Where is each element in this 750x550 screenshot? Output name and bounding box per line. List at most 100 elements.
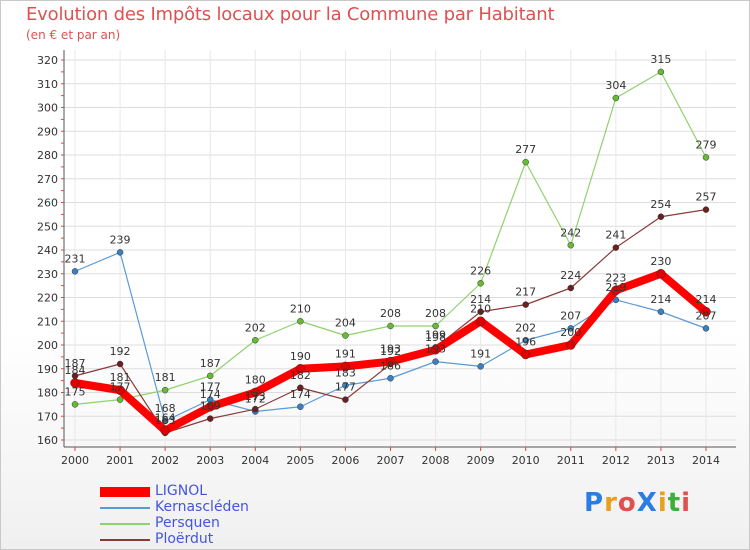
data-label-kernascleden: 193 [425, 343, 446, 356]
data-point-lignol [115, 385, 125, 395]
data-point-kernascleden [522, 337, 529, 344]
data-point-persquen [477, 280, 484, 287]
logo-letter: o [617, 488, 637, 518]
x-tick-label: 2011 [557, 454, 585, 467]
data-label-persquen: 204 [335, 317, 356, 330]
legend-swatch [100, 507, 150, 509]
data-label-lignol: 181 [110, 371, 131, 384]
data-label-lignol: 184 [65, 364, 86, 377]
data-point-lignol [656, 269, 666, 279]
x-tick-label: 2008 [422, 454, 450, 467]
data-label-persquen: 304 [605, 79, 626, 92]
data-label-ploerdut: 163 [155, 414, 176, 427]
data-point-ploerdut [252, 405, 259, 413]
data-label-lignol: 190 [290, 350, 311, 363]
data-label-ploerdut: 224 [560, 269, 581, 282]
data-point-lignol [475, 316, 486, 326]
data-label-persquen: 187 [200, 357, 221, 370]
data-label-kernascleden: 231 [65, 252, 86, 265]
legend-label: Persquen [155, 515, 220, 531]
data-point-persquen [567, 242, 575, 249]
data-label-persquen: 315 [650, 53, 671, 66]
chart-title: Evolution des Impôts locaux pour la Comm… [26, 4, 555, 25]
data-label-ploerdut: 192 [380, 345, 401, 358]
data-point-persquen [612, 94, 620, 102]
proxiti-logo: ProXiti [584, 488, 691, 518]
data-label-kernascleden: 186 [380, 359, 401, 372]
data-label-persquen: 210 [290, 302, 311, 315]
logo-letter: t [667, 488, 682, 518]
legend-swatch [100, 523, 150, 525]
y-tick-label: 320 [37, 54, 58, 67]
data-point-persquen [342, 332, 349, 339]
data-point-ploerdut [116, 360, 124, 368]
data-point-persquen [432, 322, 439, 330]
data-point-persquen [116, 396, 124, 403]
data-label-kernascleden: 219 [605, 281, 626, 294]
data-label-ploerdut: 169 [200, 400, 221, 413]
data-label-persquen: 242 [560, 226, 581, 239]
data-label-ploerdut: 182 [290, 369, 311, 382]
data-label-persquen: 181 [155, 371, 176, 384]
data-label-lignol: 191 [335, 347, 356, 360]
data-point-ploerdut [657, 213, 665, 220]
x-tick-label: 2003 [196, 454, 224, 467]
data-point-lignol [701, 307, 711, 317]
chart-subtitle: (en € et par an) [26, 28, 121, 42]
data-point-ploerdut [477, 308, 484, 315]
y-tick-label: 230 [37, 268, 58, 281]
data-label-ploerdut: 199 [425, 328, 446, 341]
data-point-kernascleden [71, 268, 79, 275]
legend-label: Kernascléden [155, 499, 249, 515]
x-tick-label: 2007 [376, 454, 404, 467]
data-point-persquen [297, 318, 304, 325]
data-label-lignol: 193 [380, 343, 401, 356]
data-label-kernascleden: 172 [245, 393, 266, 406]
y-tick-label: 160 [37, 434, 58, 447]
data-point-ploerdut [612, 244, 620, 251]
data-label-lignol: 174 [200, 388, 221, 401]
x-tick-label: 2005 [286, 454, 314, 467]
legend-label: LIGNOL [155, 483, 208, 499]
logo-letter: i [657, 488, 668, 518]
y-tick-label: 270 [37, 173, 58, 186]
data-label-persquen: 208 [380, 307, 401, 320]
data-label-lignol: 198 [425, 331, 446, 344]
x-tick-label: 2004 [241, 454, 269, 467]
data-label-ploerdut: 192 [110, 345, 131, 358]
data-point-lignol [385, 356, 396, 367]
data-point-kernascleden [567, 325, 575, 332]
data-label-lignol: 210 [470, 302, 491, 315]
data-point-persquen [522, 158, 529, 166]
data-point-ploerdut [702, 206, 710, 213]
data-label-lignol: 230 [650, 255, 671, 268]
data-point-persquen [161, 386, 169, 394]
y-tick-label: 250 [37, 220, 58, 233]
data-point-ploerdut [206, 415, 214, 422]
data-label-ploerdut: 257 [695, 191, 716, 204]
data-label-ploerdut: 214 [470, 293, 491, 306]
data-label-persquen: 279 [695, 138, 716, 151]
y-tick-label: 200 [37, 339, 58, 352]
y-tick-label: 220 [37, 292, 58, 305]
data-label-kernascleden: 168 [155, 402, 176, 415]
data-point-kernascleden [297, 403, 304, 410]
data-point-kernascleden [116, 249, 124, 256]
data-label-ploerdut: 241 [605, 229, 626, 242]
data-label-lignol: 196 [515, 336, 536, 349]
data-point-lignol [566, 340, 576, 350]
logo-letter: P [584, 488, 605, 518]
x-tick-label: 2014 [692, 454, 720, 467]
data-label-lignol: 164 [155, 412, 176, 425]
y-tick-label: 300 [37, 102, 58, 115]
legend-label: Ploërdut [155, 531, 214, 547]
data-point-persquen [702, 154, 710, 161]
data-point-persquen [71, 401, 79, 408]
data-label-kernascleden: 207 [560, 309, 581, 322]
data-point-lignol [611, 285, 621, 296]
y-tick-label: 190 [37, 363, 58, 376]
data-label-ploerdut: 177 [335, 381, 356, 394]
logo-letter: X [636, 488, 658, 518]
